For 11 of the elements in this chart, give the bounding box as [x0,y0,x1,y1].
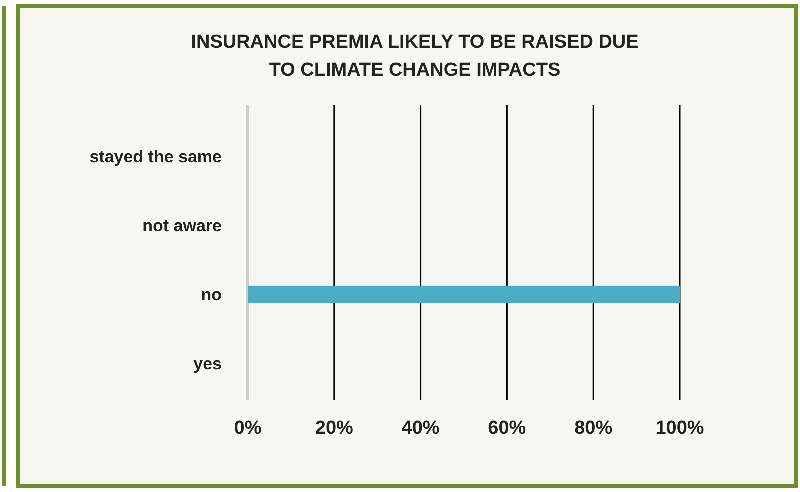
x-tick-label: 0% [234,418,262,439]
chart-title: INSURANCE PREMIA LIKELY TO BE RAISED DUE TO CLIMATE CHANGE IMPACTS [191,32,639,81]
x-tick-label: 60% [488,418,526,439]
y-tick-label: no [201,286,222,305]
y-tick-label: stayed the same [90,147,222,166]
y-tick-label: not aware [142,216,222,236]
x-tick-label: 40% [402,418,440,439]
x-tick-label: 100% [656,418,704,439]
x-tick-label: 20% [315,418,354,439]
y-tick-label: yes [194,354,222,374]
x-tick-label: 80% [574,418,613,439]
